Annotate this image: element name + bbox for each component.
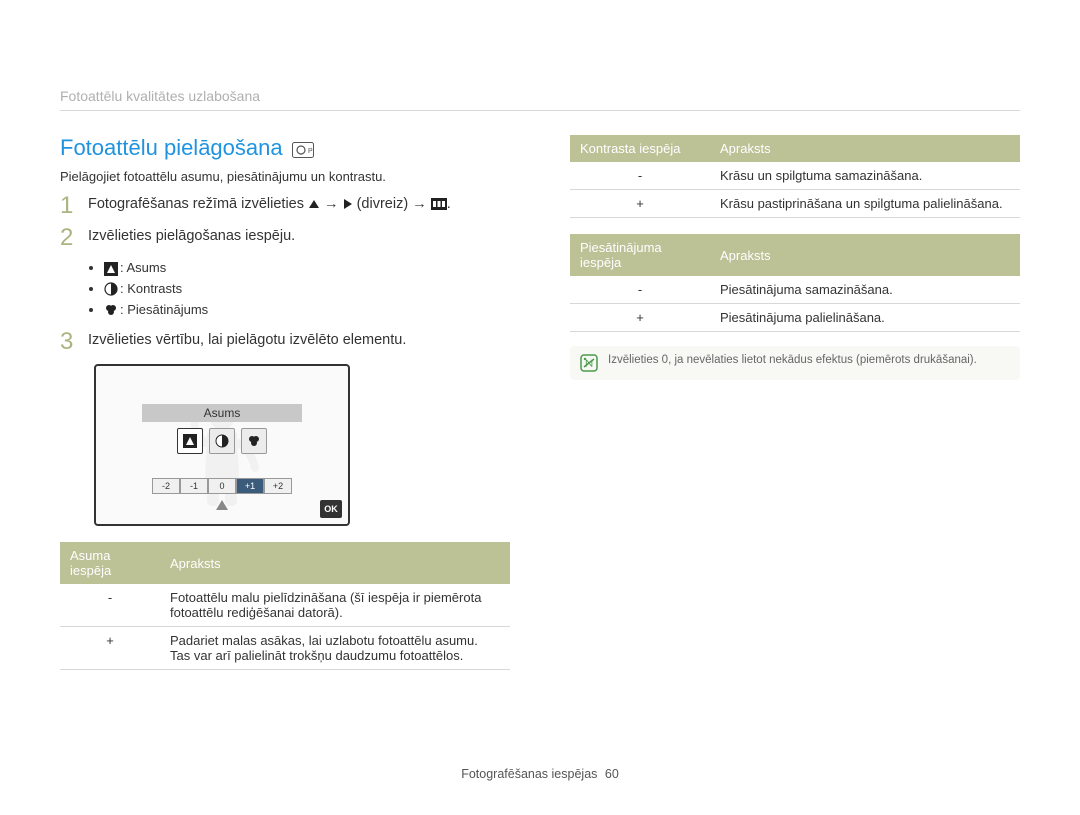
screenshot-saturation-icon [241, 428, 267, 454]
slider: -2 -1 0 +1 +2 [152, 478, 292, 494]
saturation-icon [104, 303, 118, 317]
step-number-1: 1 [60, 194, 78, 218]
table-header: Apraksts [160, 542, 510, 584]
contrast-icon [104, 282, 118, 296]
screenshot-sharpness-icon [177, 428, 203, 454]
table-row: - Fotoattēlu malu pielīdzināšana (šī ies… [60, 584, 510, 627]
adjust-panel-icon [431, 198, 447, 210]
note-text: Izvēlieties 0, ja nevēlaties lietot nekā… [608, 354, 977, 366]
step-number-3: 3 [60, 330, 78, 354]
table-header: Apraksts [710, 234, 1020, 276]
note-icon [580, 354, 598, 372]
table-row: + Padariet malas asākas, lai uzlabotu fo… [60, 627, 510, 670]
contrast-table: Kontrasta iespēja Apraksts - Krāsu un sp… [570, 135, 1020, 218]
svg-text:P: P [308, 148, 313, 155]
slider-cell: 0 [208, 478, 236, 494]
table-cell: + [570, 304, 710, 332]
screenshot-contrast-icon [209, 428, 235, 454]
camera-mode-icon: P [292, 142, 314, 161]
table-cell: - [570, 276, 710, 304]
table-cell: + [570, 190, 710, 218]
slider-cell-active: +1 [236, 478, 264, 494]
table-cell: Piesātinājuma samazināšana. [710, 276, 1020, 304]
option-sharpness: : Asums [104, 258, 510, 279]
up-triangle-icon [308, 198, 320, 210]
table-row: - Krāsu un spilgtuma samazināšana. [570, 162, 1020, 190]
table-header: Apraksts [710, 135, 1020, 162]
table-cell: Padariet malas asākas, lai uzlabotu foto… [160, 627, 510, 670]
table-header: Piesātinājuma iespēja [570, 234, 710, 276]
table-cell: Piesātinājuma palielināšana. [710, 304, 1020, 332]
table-row: + Piesātinājuma palielināšana. [570, 304, 1020, 332]
step1-mid: (divreiz) [353, 196, 413, 212]
screenshot-label: Asums [142, 404, 302, 422]
slider-pointer [216, 500, 228, 510]
page-footer: Fotografēšanas iespējas 60 [0, 767, 1080, 781]
table-cell: Krāsu pastiprināšana un spilgtuma paliel… [710, 190, 1020, 218]
table-cell: Krāsu un spilgtuma samazināšana. [710, 162, 1020, 190]
slider-cell: -2 [152, 478, 180, 494]
play-icon [343, 198, 353, 210]
step-2-text: Izvēlieties pielāgošanas iespēju. [88, 226, 295, 250]
table-row: - Piesātinājuma samazināšana. [570, 276, 1020, 304]
step-number-2: 2 [60, 226, 78, 250]
table-row: + Krāsu pastiprināšana un spilgtuma pali… [570, 190, 1020, 218]
step1-end: . [447, 196, 451, 212]
sharpness-table: Asuma iespēja Apraksts - Fotoattēlu malu… [60, 542, 510, 670]
table-cell: Fotoattēlu malu pielīdzināšana (šī iespē… [160, 584, 510, 627]
table-header: Kontrasta iespēja [570, 135, 710, 162]
footer-label: Fotografēšanas iespējas [461, 767, 597, 781]
saturation-table: Piesātinājuma iespēja Apraksts - Piesāti… [570, 234, 1020, 332]
footer-page-number: 60 [605, 767, 619, 781]
step-1-text: Fotografēšanas režīmā izvēlieties → (div… [88, 194, 451, 218]
table-cell: - [60, 584, 160, 627]
arrow-icon-2: → [412, 196, 427, 212]
option-saturation: : Piesātinājums [104, 300, 510, 321]
adjustment-options-list: : Asums : Kontrasts : Piesātinājums [94, 258, 510, 320]
breadcrumb: Fotoattēlu kvalitātes uzlabošana [60, 88, 1020, 111]
table-cell: + [60, 627, 160, 670]
arrow-icon-1: → [324, 196, 339, 212]
page-title: Fotoattēlu pielāgošana [60, 135, 283, 161]
note-box: Izvēlieties 0, ja nevēlaties lietot nekā… [570, 346, 1020, 380]
option-contrast: : Kontrasts [104, 279, 510, 300]
slider-cell: -1 [180, 478, 208, 494]
ok-button: OK [320, 500, 342, 518]
camera-screenshot: Asums -2 -1 0 +1 +2 OK [94, 364, 350, 526]
table-header: Asuma iespēja [60, 542, 160, 584]
step1-pre: Fotografēšanas režīmā izvēlieties [88, 196, 308, 212]
sharpness-icon [104, 262, 118, 276]
slider-cell: +2 [264, 478, 292, 494]
table-cell: - [570, 162, 710, 190]
intro-text: Pielāgojiet fotoattēlu asumu, piesātināj… [60, 169, 510, 184]
step-3-text: Izvēlieties vērtību, lai pielāgotu izvēl… [88, 330, 406, 354]
